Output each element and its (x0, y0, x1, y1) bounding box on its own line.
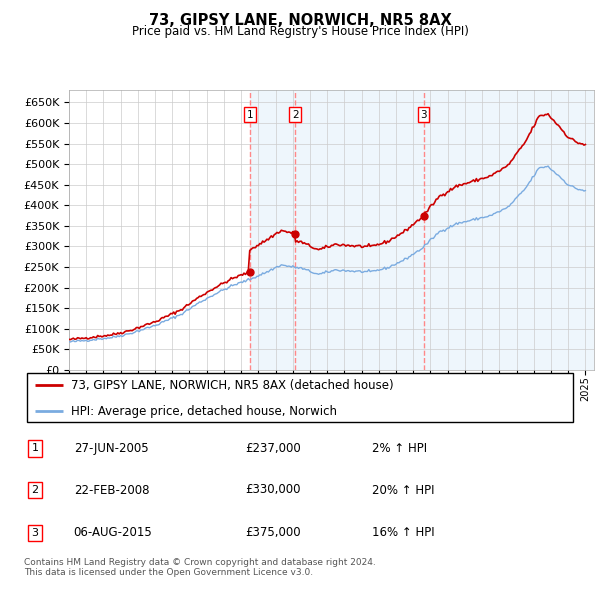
Text: 16% ↑ HPI: 16% ↑ HPI (372, 526, 434, 539)
FancyBboxPatch shape (27, 373, 573, 422)
Text: 2: 2 (292, 110, 298, 120)
Bar (250, 90, 295, 370)
Text: 1: 1 (32, 444, 38, 453)
Text: 73, GIPSY LANE, NORWICH, NR5 8AX: 73, GIPSY LANE, NORWICH, NR5 8AX (149, 13, 451, 28)
Text: 06-AUG-2015: 06-AUG-2015 (74, 526, 152, 539)
Text: £375,000: £375,000 (245, 526, 301, 539)
Text: 22-FEB-2008: 22-FEB-2008 (74, 483, 149, 497)
Text: Contains HM Land Registry data © Crown copyright and database right 2024.
This d: Contains HM Land Registry data © Crown c… (24, 558, 376, 578)
Text: Price paid vs. HM Land Registry's House Price Index (HPI): Price paid vs. HM Land Registry's House … (131, 25, 469, 38)
Text: 73, GIPSY LANE, NORWICH, NR5 8AX (detached house): 73, GIPSY LANE, NORWICH, NR5 8AX (detach… (71, 379, 394, 392)
Text: 3: 3 (420, 110, 427, 120)
Text: HPI: Average price, detached house, Norwich: HPI: Average price, detached house, Norw… (71, 405, 337, 418)
Text: 2: 2 (31, 485, 38, 495)
Text: 1: 1 (247, 110, 253, 120)
Text: £330,000: £330,000 (245, 483, 301, 497)
Bar (424, 90, 594, 370)
Text: 2% ↑ HPI: 2% ↑ HPI (372, 442, 427, 455)
Text: 3: 3 (32, 528, 38, 538)
Text: 20% ↑ HPI: 20% ↑ HPI (372, 483, 434, 497)
Text: £237,000: £237,000 (245, 442, 301, 455)
Text: 27-JUN-2005: 27-JUN-2005 (74, 442, 148, 455)
Bar (295, 90, 424, 370)
